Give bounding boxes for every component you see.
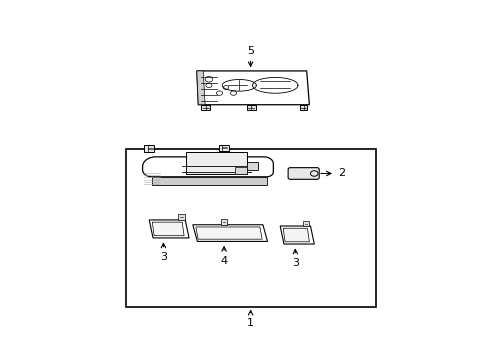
Polygon shape <box>246 105 255 110</box>
Text: 3: 3 <box>291 249 298 269</box>
Polygon shape <box>196 71 205 105</box>
Polygon shape <box>299 105 307 110</box>
Bar <box>178 215 184 220</box>
Text: 3: 3 <box>160 243 166 262</box>
Polygon shape <box>246 162 258 170</box>
Polygon shape <box>149 220 189 238</box>
Polygon shape <box>235 167 246 174</box>
Polygon shape <box>192 225 267 242</box>
Polygon shape <box>196 71 309 105</box>
Bar <box>302 221 309 226</box>
Bar <box>125 149 375 307</box>
Bar <box>144 145 154 152</box>
Text: 1: 1 <box>246 311 254 328</box>
Polygon shape <box>283 228 309 242</box>
Polygon shape <box>186 152 246 174</box>
Text: 2: 2 <box>320 168 344 179</box>
Polygon shape <box>280 226 314 244</box>
Bar <box>220 219 227 225</box>
Text: 4: 4 <box>220 247 227 266</box>
FancyBboxPatch shape <box>287 168 319 179</box>
Polygon shape <box>142 157 273 177</box>
Polygon shape <box>152 222 183 236</box>
Polygon shape <box>152 177 266 185</box>
Text: 5: 5 <box>246 46 254 66</box>
Polygon shape <box>201 105 210 110</box>
Bar <box>219 145 228 151</box>
Polygon shape <box>196 227 262 239</box>
